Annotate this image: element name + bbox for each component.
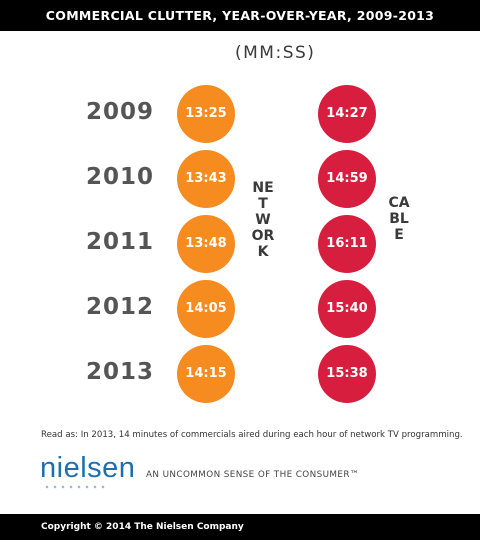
network-value-2013: 14:15 <box>177 345 235 403</box>
network-value-2010: 13:43 <box>177 150 235 208</box>
cable-value-2013: 15:38 <box>318 345 376 403</box>
cable-value-2009: 14:27 <box>318 85 376 143</box>
units-label: (MM:SS) <box>235 43 316 63</box>
year-label-2010: 2010 <box>86 164 155 190</box>
logo-dots-decoration <box>43 485 107 489</box>
year-label-2012: 2012 <box>86 294 155 320</box>
cable-value-2012: 15:40 <box>318 280 376 338</box>
network-value-2009: 13:25 <box>177 85 235 143</box>
network-value-2012: 14:05 <box>177 280 235 338</box>
copyright-bar: Copyright © 2014 The Nielsen Company <box>0 514 480 540</box>
cable-value-2011: 16:11 <box>318 215 376 273</box>
network-value-2011: 13:48 <box>177 215 235 273</box>
year-label-2011: 2011 <box>86 229 155 255</box>
network-series-label: NETWORK <box>251 180 275 260</box>
chart-title: COMMERCIAL CLUTTER, YEAR-OVER-YEAR, 2009… <box>0 0 480 31</box>
year-label-2013: 2013 <box>86 359 155 385</box>
nielsen-logo: nielsen <box>40 452 136 484</box>
cable-series-label: CABLE <box>388 195 410 243</box>
tagline: AN UNCOMMON SENSE OF THE CONSUMER™ <box>146 470 360 480</box>
read-as-note: Read as: In 2013, 14 minutes of commerci… <box>41 430 463 440</box>
year-label-2009: 2009 <box>86 99 155 125</box>
cable-value-2010: 14:59 <box>318 150 376 208</box>
